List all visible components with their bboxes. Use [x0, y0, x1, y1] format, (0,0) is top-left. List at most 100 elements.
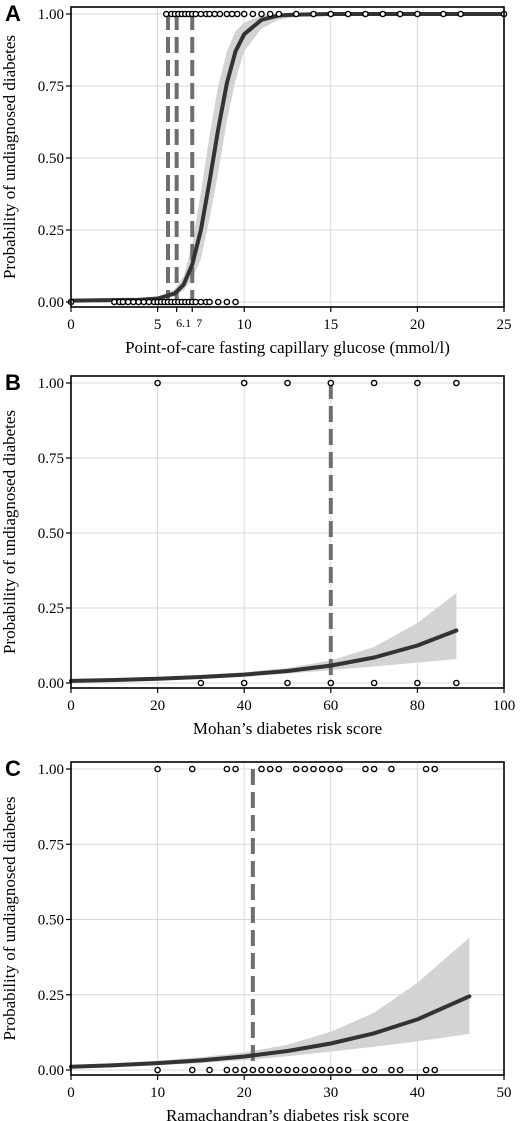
y-tick-label: 1.00: [38, 376, 64, 392]
data-point-positive: [232, 765, 239, 773]
x-tick-label: 100: [493, 698, 516, 714]
data-point-positive: [188, 765, 196, 773]
data-point-positive: [216, 10, 224, 18]
x-tick-label: 80: [410, 698, 425, 714]
x-tick-label: 5: [154, 317, 162, 333]
data-point-positive: [310, 10, 317, 18]
y-tick-label: 0.00: [38, 676, 64, 692]
data-point-negative: [192, 298, 200, 306]
y-tick-label: 0.00: [38, 1063, 64, 1079]
confidence-band: [71, 937, 470, 1068]
data-point-positive: [362, 10, 369, 18]
data-point-negative: [214, 298, 222, 306]
data-point-negative: [396, 1066, 404, 1074]
data-point-positive: [327, 765, 335, 773]
x-tick-label: 15: [323, 317, 338, 333]
y-tick-label: 1.00: [38, 7, 64, 23]
data-point-negative: [111, 298, 118, 306]
panel-letter: A: [5, 1, 21, 26]
data-point-negative: [223, 298, 231, 306]
plot-frame: [70, 761, 505, 1076]
data-point-negative: [327, 1066, 335, 1074]
x-tick-label: 50: [497, 1085, 512, 1101]
confidence-band: [71, 593, 457, 682]
data-point-positive: [249, 10, 257, 18]
data-point-negative: [240, 679, 248, 687]
data-point-negative: [362, 1066, 369, 1074]
data-point-negative: [240, 1066, 248, 1074]
y-tick-label: 0.50: [38, 526, 64, 542]
x-axis-title: Ramachandran’s diabetes risk score: [166, 1106, 409, 1121]
data-point-positive: [284, 379, 291, 387]
panel-letter: C: [5, 756, 21, 781]
data-point-negative: [258, 1066, 265, 1074]
data-point-positive: [266, 10, 274, 18]
data-point-negative: [206, 298, 213, 306]
data-point-positive: [258, 765, 265, 773]
data-point-positive: [275, 10, 283, 18]
data-point-negative: [232, 298, 239, 306]
x-tick-label-extra: 7: [196, 316, 202, 330]
data-point-positive: [422, 765, 430, 773]
x-tick-label: 20: [150, 698, 165, 714]
y-tick-label: 0.25: [38, 988, 64, 1004]
data-point-positive: [223, 10, 231, 18]
data-point-negative: [197, 679, 205, 687]
chart-panel-a: A 0.00 0.25 0.50 0.75 1.00 0 5 10 15 20 25 6.1 7 Point…: [0, 1, 512, 357]
x-tick-label: 10: [150, 1085, 165, 1101]
plot-frame: [70, 375, 505, 689]
data-point-negative: [344, 1066, 352, 1074]
data-point-negative: [370, 1066, 378, 1074]
data-point-positive: [206, 10, 213, 18]
x-tick-label: 20: [237, 1085, 252, 1101]
data-point-positive: [453, 379, 460, 387]
data-point-negative: [124, 298, 132, 306]
data-point-negative: [266, 1066, 274, 1074]
data-point-positive: [327, 379, 335, 387]
x-tick-label-extra: 6.1: [176, 316, 191, 330]
data-point-positive: [292, 765, 300, 773]
x-tick-label: 0: [67, 317, 75, 333]
data-point-positive: [240, 379, 248, 387]
data-point-positive: [431, 765, 439, 773]
x-tick-label: 20: [410, 317, 425, 333]
data-point-negative: [130, 298, 137, 306]
data-point-positive: [414, 379, 421, 387]
data-point-positive: [440, 10, 447, 18]
x-axis-title: Point-of-care fasting capillary glucose …: [125, 338, 450, 357]
data-point-positive: [233, 10, 241, 18]
data-point-positive: [457, 10, 465, 18]
data-point-negative: [388, 1066, 395, 1074]
data-point-positive: [240, 10, 248, 18]
y-tick-label: 0.50: [38, 913, 64, 929]
x-tick-label: 40: [237, 698, 252, 714]
y-axis-title: Probability of undiagnosed diabetes: [0, 410, 19, 654]
data-point-negative: [327, 679, 335, 687]
data-point-positive: [292, 10, 300, 18]
data-point-negative: [223, 1066, 231, 1074]
data-point-positive: [154, 379, 161, 387]
data-point-positive: [344, 10, 352, 18]
x-tick-label: 0: [67, 1085, 75, 1101]
data-point-positive: [414, 10, 421, 18]
data-point-negative: [414, 679, 421, 687]
data-point-negative: [249, 1066, 257, 1074]
data-point-negative: [206, 1066, 213, 1074]
data-point-negative: [284, 679, 291, 687]
data-point-negative: [119, 298, 127, 306]
y-tick-label: 0.25: [38, 601, 64, 617]
data-point-positive: [396, 10, 404, 18]
data-point-positive: [154, 765, 161, 773]
confidence-band: [71, 14, 504, 301]
data-point-negative: [292, 1066, 300, 1074]
data-point-positive: [223, 765, 231, 773]
chart-panel-c: C 0.00 0.25 0.50 0.75 1.00 0 10 20 30 40 50 Ramachan…: [0, 756, 512, 1121]
data-point-negative: [318, 1066, 326, 1074]
y-tick-label: 0.50: [38, 151, 64, 167]
fitted-curve: [69, 994, 472, 1069]
data-point-negative: [135, 298, 142, 306]
y-tick-label: 0.75: [38, 79, 64, 95]
data-point-positive: [370, 765, 378, 773]
data-point-negative: [453, 679, 460, 687]
data-point-positive: [228, 10, 236, 18]
